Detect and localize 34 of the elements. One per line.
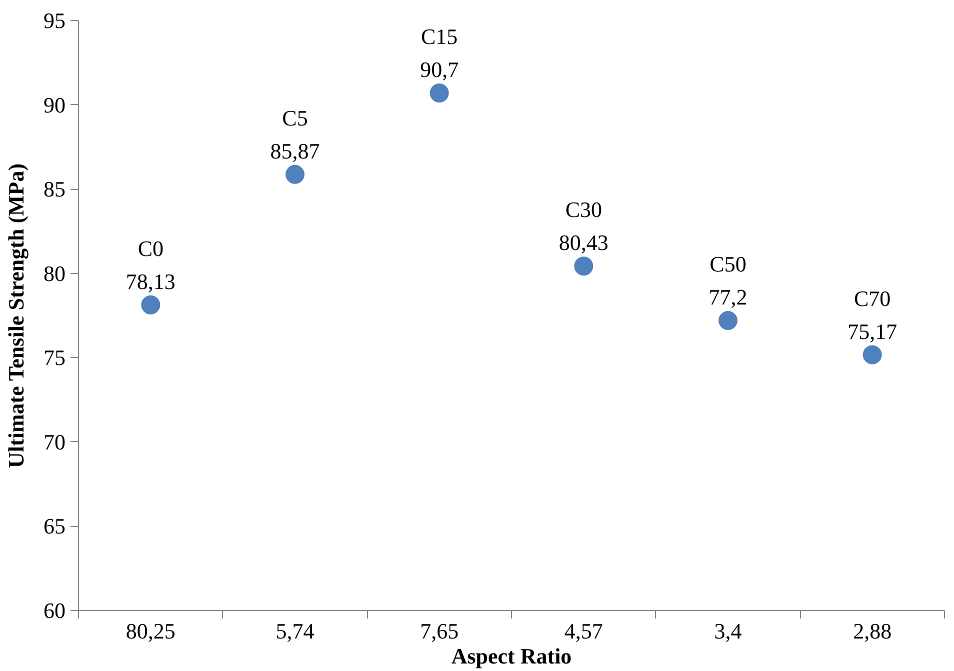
point — [718, 311, 738, 330]
y-tick-label: 85 — [44, 176, 66, 202]
point — [430, 84, 449, 102]
data-label: 85,87 — [270, 138, 320, 164]
y-tick-label: 60 — [44, 598, 66, 623]
y-tick-label: 75 — [44, 345, 66, 370]
x-tick-label: 7,65 — [420, 618, 459, 644]
x-tick-label: 3,4 — [714, 618, 742, 644]
annotation: C15 — [420, 24, 458, 49]
data-label: 77,2 — [708, 284, 748, 310]
point — [574, 256, 594, 276]
data-label: 78,13 — [126, 268, 176, 294]
point — [286, 164, 304, 184]
annotation: C30 — [565, 197, 602, 222]
annotation: C50 — [710, 252, 746, 277]
y-tick-label: 65 — [44, 514, 66, 539]
x-axis-title: Aspect Ratio — [451, 644, 572, 668]
x-tick-label: 2,88 — [853, 618, 892, 644]
point — [141, 295, 160, 314]
x-tick-label: 5,74 — [276, 618, 314, 644]
data-label: 75,17 — [848, 318, 898, 344]
y-tick-label: 95 — [44, 8, 66, 33]
point — [862, 345, 882, 364]
annotation: C70 — [854, 286, 891, 311]
y-axis-title: Ultimate Tensile Strength (MPa) — [4, 163, 28, 468]
y-tick-label: 70 — [44, 429, 66, 454]
annotation: C0 — [138, 236, 164, 261]
annotation: C5 — [282, 105, 308, 130]
y-tick-label: 90 — [44, 92, 66, 118]
data-label: 90,7 — [420, 56, 459, 82]
data-label: 80,43 — [558, 230, 608, 256]
x-tick-label: 4,57 — [564, 618, 603, 644]
x-tick-label: 80,25 — [126, 618, 176, 644]
y-tick-label: 80 — [44, 260, 66, 286]
